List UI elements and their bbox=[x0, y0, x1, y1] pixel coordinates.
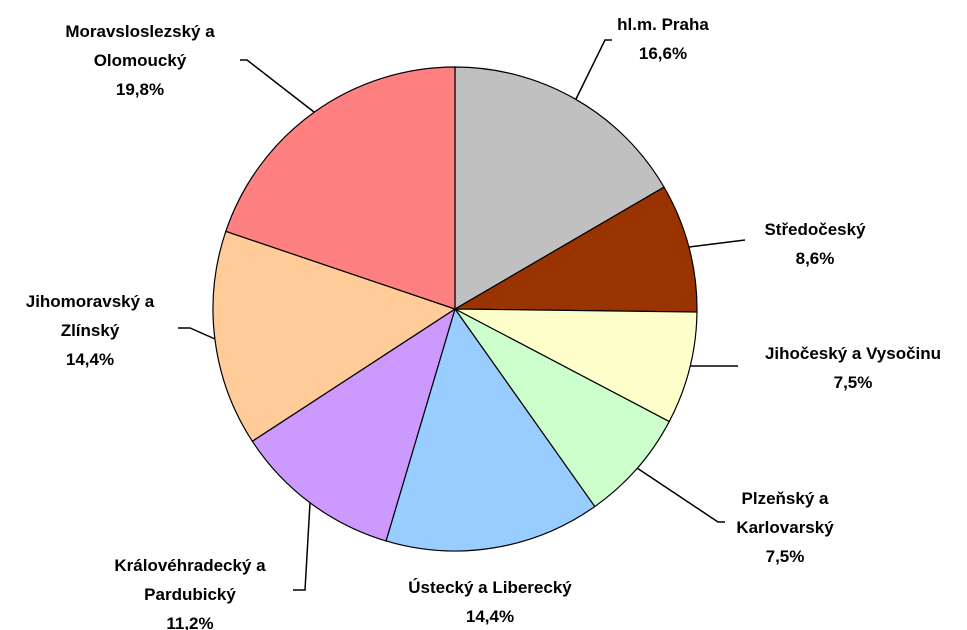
category-label: hl.m. Praha bbox=[617, 15, 709, 34]
category-label: Plzeňský a Karlovarský bbox=[736, 489, 834, 537]
slice-label: Moravsloslezský a Olomoucký 19,8% bbox=[40, 17, 240, 104]
leader-line bbox=[178, 327, 216, 340]
value-label: 16,6% bbox=[638, 44, 688, 63]
category-label: Královéhradecký a Pardubický bbox=[114, 556, 266, 604]
value-label: 14,4% bbox=[65, 350, 115, 369]
pie-slice bbox=[212, 230, 457, 443]
category-label: Jihomoravský a Zlínský bbox=[25, 292, 155, 340]
value-label: 7,5% bbox=[765, 547, 805, 566]
leader-line bbox=[240, 59, 315, 113]
slice-label: hl.m. Praha 16,6% bbox=[583, 10, 743, 68]
pie-slice bbox=[452, 186, 698, 313]
slice-label: Ústecký a Liberecký 14,4% bbox=[370, 573, 610, 630]
leader-line bbox=[575, 39, 612, 100]
category-label: Středočeský bbox=[764, 220, 866, 239]
category-label: Ústecký a Liberecký bbox=[408, 578, 572, 597]
pie-slice bbox=[225, 66, 456, 310]
slice-label: Středočeský 8,6% bbox=[735, 215, 895, 273]
value-label: 7,5% bbox=[833, 373, 873, 392]
leader-line bbox=[293, 502, 311, 591]
pie-slice bbox=[385, 307, 596, 552]
value-label: 11,2% bbox=[166, 614, 214, 630]
value-label: 19,8% bbox=[115, 80, 165, 99]
category-label: Moravsloslezský a Olomoucký bbox=[65, 22, 215, 70]
leader-line bbox=[636, 467, 725, 523]
slice-label: Královéhradecký a Pardubický 11,2% bbox=[90, 551, 290, 630]
pie-slice bbox=[454, 308, 698, 423]
slice-label: Jihočeský a Vysočinu 7,5% bbox=[733, 339, 967, 397]
pie-slice bbox=[251, 307, 457, 542]
value-label: 8,6% bbox=[795, 249, 835, 268]
slice-label: Plzeňský a Karlovarský 7,5% bbox=[720, 484, 850, 571]
category-label: Jihočeský a Vysočinu bbox=[764, 344, 942, 363]
value-label: 14,4% bbox=[465, 607, 515, 626]
slice-label: Jihomoravský a Zlínský 14,4% bbox=[10, 287, 170, 374]
leader-line bbox=[688, 239, 746, 248]
pie-slice bbox=[454, 66, 665, 311]
